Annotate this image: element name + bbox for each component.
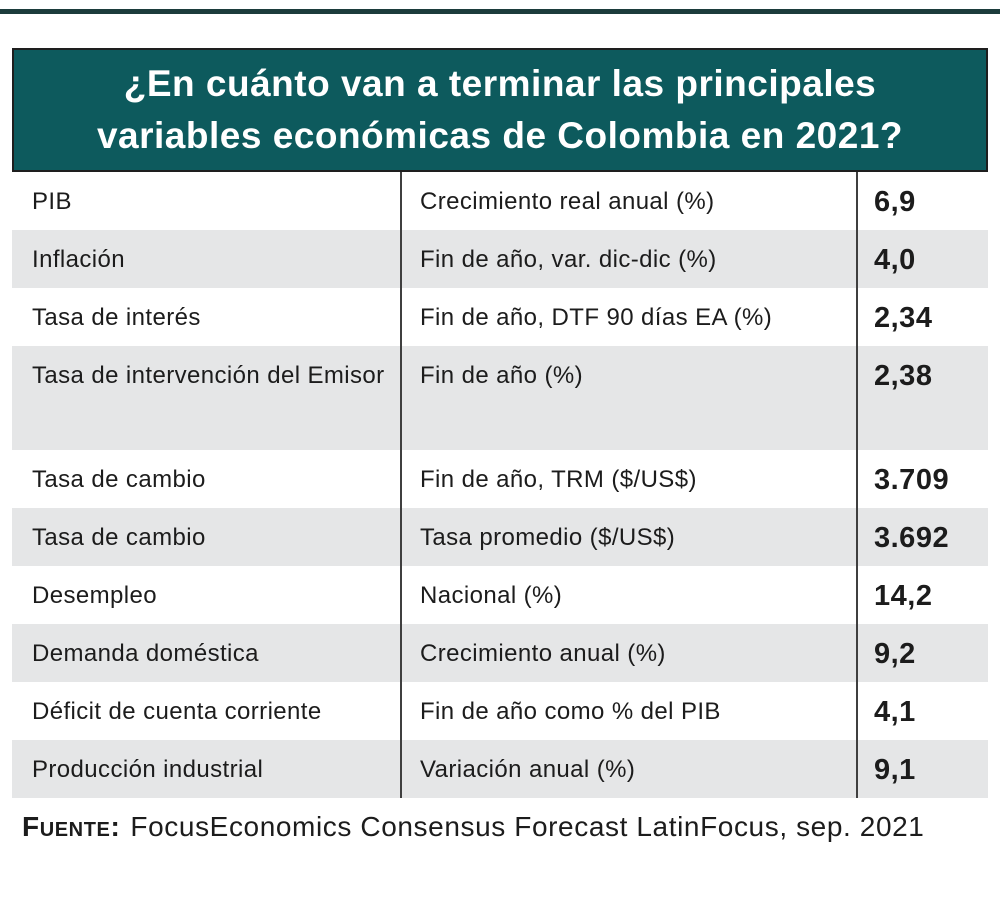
value-cell: 4,1 — [874, 696, 916, 728]
variable-cell: Tasa de cambio — [32, 524, 206, 551]
table-row: Desempleo Nacional (%) 14,2 — [12, 566, 988, 624]
value-cell: 4,0 — [874, 244, 916, 276]
measure-cell: Fin de año (%) — [400, 346, 858, 450]
value-cell: 2,38 — [874, 360, 933, 392]
source-line: Fuente: FocusEconomics Consensus Forecast… — [12, 811, 988, 843]
measure-cell: Nacional (%) — [400, 566, 858, 624]
source-text: FocusEconomics Consensus Forecast LatinF… — [130, 811, 925, 842]
top-rule — [0, 9, 1000, 14]
measure-cell: Crecimiento real anual (%) — [400, 172, 858, 230]
variable-cell: Tasa de interés — [32, 304, 201, 331]
table-row: Déficit de cuenta corriente Fin de año c… — [12, 682, 988, 740]
value-cell: 9,1 — [874, 754, 916, 786]
source-label: Fuente: — [22, 811, 121, 842]
variable-cell: Déficit de cuenta corriente — [32, 698, 322, 725]
measure-cell: Fin de año como % del PIB — [400, 682, 858, 740]
table-row: Inflación Fin de año, var. dic-dic (%) 4… — [12, 230, 988, 288]
table-row: Tasa de interés Fin de año, DTF 90 días … — [12, 288, 988, 346]
variable-cell: PIB — [32, 188, 72, 215]
title-line-2: variables económicas de Colombia en 2021… — [96, 115, 904, 156]
variable-cell: Tasa de intervención del Emisor — [32, 362, 385, 389]
table-title-banner: ¿En cuánto van a terminar las principale… — [12, 48, 988, 172]
variable-cell: Desempleo — [32, 582, 157, 609]
value-cell: 14,2 — [874, 580, 933, 612]
value-cell: 9,2 — [874, 638, 916, 670]
variable-cell: Demanda doméstica — [32, 640, 259, 667]
variable-cell: Inflación — [32, 246, 125, 273]
table-row: Tasa de cambio Tasa promedio ($/US$) 3.6… — [12, 508, 988, 566]
measure-cell: Variación anual (%) — [400, 740, 858, 798]
measure-cell: Fin de año, TRM ($/US$) — [400, 450, 858, 508]
table-row: PIB Crecimiento real anual (%) 6,9 — [12, 172, 988, 230]
measure-cell: Fin de año, DTF 90 días EA (%) — [400, 288, 858, 346]
value-cell: 3.692 — [874, 522, 950, 554]
variable-cell: Tasa de cambio — [32, 466, 206, 493]
value-cell: 2,34 — [874, 302, 933, 334]
table-row: Demanda doméstica Crecimiento anual (%) … — [12, 624, 988, 682]
forecast-table: PIB Crecimiento real anual (%) 6,9 Infla… — [12, 172, 988, 798]
value-cell: 3.709 — [874, 464, 950, 496]
measure-cell: Tasa promedio ($/US$) — [400, 508, 858, 566]
table-row: Tasa de cambio Fin de año, TRM ($/US$) 3… — [12, 450, 988, 508]
title-line-1: ¿En cuánto van a terminar las principale… — [123, 63, 877, 104]
variable-cell: Producción industrial — [32, 756, 264, 783]
measure-cell: Fin de año, var. dic-dic (%) — [400, 230, 858, 288]
table-row: Tasa de intervención del Emisor Fin de a… — [12, 346, 988, 450]
table-row: Producción industrial Variación anual (%… — [12, 740, 988, 798]
infographic-frame: ¿En cuánto van a terminar las principale… — [12, 48, 988, 843]
value-cell: 6,9 — [874, 186, 916, 218]
measure-cell: Crecimiento anual (%) — [400, 624, 858, 682]
